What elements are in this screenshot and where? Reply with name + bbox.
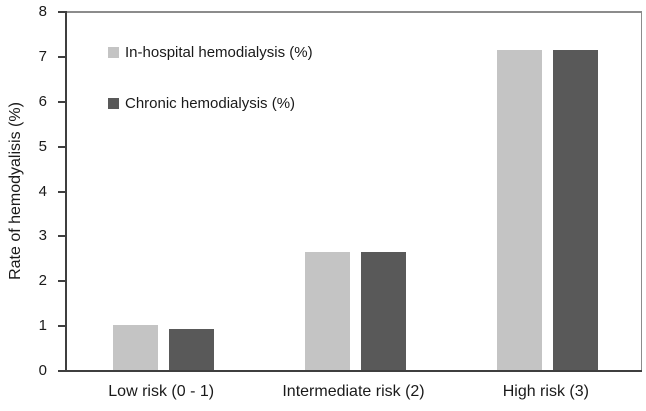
x-category-label: Low risk (0 - 1)	[108, 383, 215, 400]
y-tick-label: 2	[38, 272, 47, 290]
y-tick-label: 5	[38, 137, 47, 155]
y-tick-mark	[58, 325, 65, 328]
bar	[361, 252, 406, 371]
y-tick-mark	[58, 370, 65, 372]
plot-border-top	[65, 11, 642, 13]
y-tick-label: 4	[38, 182, 47, 200]
plot-area: In-hospital hemodialysis (%) Chronic hem…	[65, 12, 642, 371]
y-tick-mark	[58, 190, 65, 193]
legend-item-chronic: Chronic hemodialysis (%)	[108, 91, 313, 115]
bar	[305, 252, 350, 371]
y-tick-mark	[58, 280, 65, 283]
y-axis-line	[65, 11, 67, 372]
x-category-label: Intermediate risk (2)	[282, 383, 425, 400]
bar	[497, 50, 543, 371]
y-tick-mark	[58, 145, 65, 148]
y-tick-label: 3	[38, 227, 47, 245]
x-axis-line	[65, 370, 642, 372]
y-tick-label: 8	[38, 3, 47, 20]
y-tick-mark	[58, 235, 65, 238]
plot-border-right	[641, 12, 642, 371]
y-tick-label: 1	[38, 317, 47, 335]
y-tick-label: 6	[38, 92, 47, 110]
bar	[553, 50, 599, 371]
bar	[168, 329, 214, 371]
x-category-label: High risk (3)	[502, 383, 589, 400]
legend-label-chronic: Chronic hemodialysis (%)	[125, 94, 296, 112]
y-tick-label: 7	[38, 47, 47, 65]
legend-item-in-hospital: In-hospital hemodialysis (%)	[108, 40, 313, 64]
legend-label-in-hospital: In-hospital hemodialysis (%)	[125, 43, 313, 61]
y-tick-label: 0	[38, 362, 47, 379]
y-tick-mark	[58, 55, 65, 58]
legend: In-hospital hemodialysis (%) Chronic hem…	[108, 40, 313, 115]
y-tick-mark	[58, 11, 65, 13]
legend-swatch-in-hospital-icon	[108, 46, 119, 58]
legend-swatch-chronic-icon	[108, 97, 119, 109]
y-tick-mark	[58, 100, 65, 103]
bar	[112, 325, 158, 371]
